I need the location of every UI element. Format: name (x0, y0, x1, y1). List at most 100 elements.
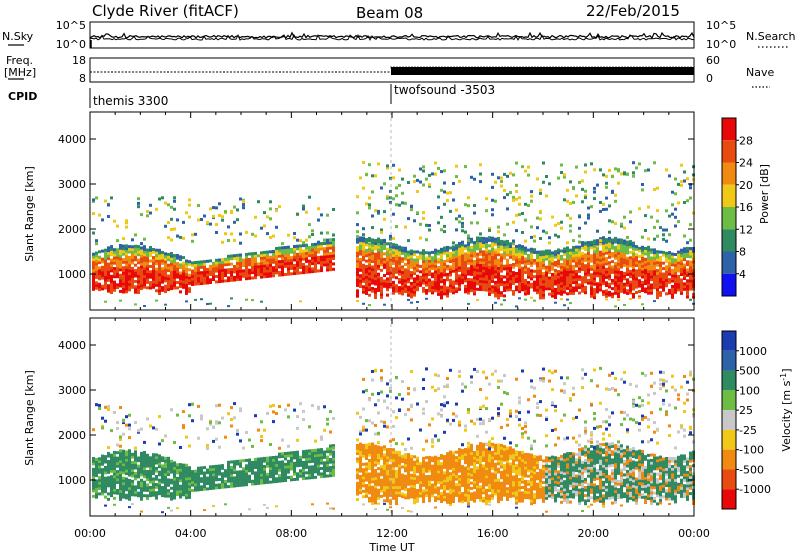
power-cell (485, 267, 488, 270)
velocity-cell (374, 450, 377, 454)
power-cell (179, 255, 182, 259)
velocity-cell (356, 498, 359, 501)
power-cell (233, 278, 236, 282)
power-cell (635, 166, 638, 170)
power-cell (443, 284, 446, 288)
power-cell (629, 256, 632, 260)
power-cell (494, 294, 497, 298)
power-cell (104, 286, 107, 290)
power-cell (656, 296, 659, 300)
power-colorbar-label: 4 (739, 268, 746, 281)
power-cell (419, 167, 422, 171)
power-cell (482, 288, 485, 292)
power-cell (626, 281, 629, 285)
power-cell (638, 265, 641, 269)
power-cell (407, 266, 410, 270)
velocity-cell (323, 461, 326, 465)
velocity-cell (143, 469, 146, 473)
power-cell (326, 249, 329, 253)
power-cell (176, 254, 179, 257)
power-cell (644, 282, 647, 286)
power-cell (332, 238, 335, 242)
velocity-cell (278, 468, 281, 472)
power-cell (590, 246, 593, 250)
power-cell (506, 275, 509, 278)
power-cell (113, 275, 116, 279)
velocity-cell (143, 483, 146, 487)
power-cell (110, 277, 113, 281)
power-cell (599, 239, 602, 243)
power-cell (302, 204, 305, 208)
power-cell (665, 292, 668, 296)
power-cell (455, 268, 458, 272)
power-cell (191, 264, 194, 268)
power-cell (191, 239, 194, 243)
power-cell (242, 269, 245, 273)
power-cell (620, 238, 623, 242)
power-cell (434, 286, 437, 290)
power-cell (362, 263, 365, 267)
power-cell (110, 245, 113, 249)
power-cell (530, 277, 533, 281)
power-cell (437, 252, 440, 256)
power-cell (113, 286, 116, 289)
power-cell (362, 279, 365, 283)
power-cell (683, 277, 686, 280)
power-cell (584, 264, 587, 268)
power-cell (686, 287, 689, 291)
power-cell (416, 258, 419, 262)
power-cell (521, 266, 524, 270)
power-cell (677, 283, 680, 286)
power-cell (515, 288, 518, 292)
power-cell (407, 264, 410, 268)
power-cell (602, 265, 605, 269)
power-cell (275, 252, 278, 256)
power-cell (620, 284, 623, 288)
power-cell (470, 262, 473, 266)
velocity-cell (197, 472, 200, 476)
power-cell (359, 247, 362, 251)
power-cell (647, 205, 650, 209)
velocity-cell (149, 467, 152, 471)
power-cell (557, 264, 560, 268)
power-cell (230, 257, 233, 261)
power-cell (581, 260, 584, 263)
power-cell (317, 269, 320, 273)
power-cell (620, 252, 623, 255)
velocity-cell (374, 460, 377, 464)
velocity-cell (155, 427, 158, 431)
velocity-cell (221, 464, 224, 468)
power-cell (443, 281, 446, 285)
velocity-cell (173, 488, 176, 492)
velocity-cell (362, 489, 365, 493)
power-cell (113, 253, 116, 257)
power-cell (95, 254, 98, 258)
power-cell (602, 255, 605, 259)
power-cell (611, 287, 614, 291)
power-cell (518, 260, 521, 264)
power-cell (128, 245, 131, 249)
velocity-cell (164, 494, 167, 498)
velocity-cell (170, 478, 173, 482)
power-cell (365, 275, 368, 279)
velocity-cell (200, 471, 203, 475)
power-cell (563, 285, 566, 289)
power-cell (227, 271, 230, 274)
velocity-cell (218, 469, 221, 473)
power-cell (503, 172, 506, 176)
power-cell (635, 261, 638, 265)
power-cell (239, 272, 242, 276)
power-cell (494, 237, 497, 241)
power-cell (101, 268, 104, 272)
power-cell (365, 267, 368, 271)
power-cell (611, 252, 614, 255)
power-cell (461, 278, 464, 282)
power-cell (665, 273, 668, 277)
power-cell (173, 278, 176, 282)
velocity-cell (242, 459, 245, 463)
power-cell (608, 242, 611, 246)
power-cell (293, 272, 296, 275)
power-cell (128, 261, 131, 265)
power-cell (230, 209, 233, 213)
power-cell (467, 256, 470, 260)
